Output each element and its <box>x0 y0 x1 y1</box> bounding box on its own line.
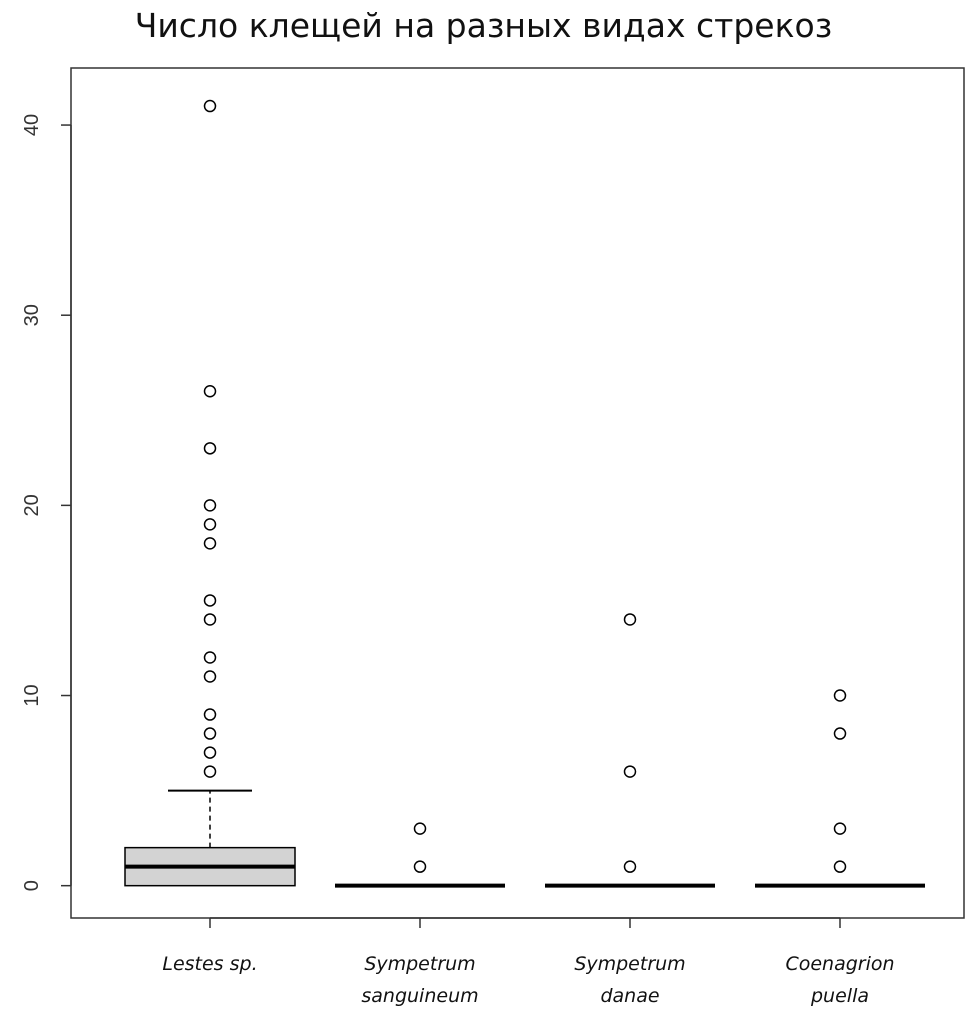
y-tick-label: 20 <box>21 494 43 516</box>
outlier-point <box>203 518 217 531</box>
box-group <box>545 613 715 888</box>
box-group <box>755 689 925 888</box>
outlier-point <box>203 594 217 607</box>
box-group <box>124 99 296 887</box>
outlier-point <box>623 765 637 778</box>
outlier-point <box>203 708 217 721</box>
x-axis: Lestes sp. Sympetrum sanguineum Sympetrum da… <box>162 917 895 1007</box>
y-tick-label: 10 <box>21 684 43 706</box>
x-tick-label: Coenagrion <box>785 953 894 975</box>
chart-title: Число клещей на разных видах стрекоз <box>134 6 833 45</box>
outlier-point <box>203 99 217 113</box>
outlier-point <box>203 651 217 664</box>
x-tick-label: Lestes sp. <box>162 953 257 975</box>
outlier-point <box>203 385 217 398</box>
outlier-point <box>203 537 217 550</box>
x-tick-label: puella <box>810 985 869 1007</box>
y-axis: 0 10 20 30 40 <box>21 114 72 891</box>
boxes-layer <box>124 99 925 888</box>
y-tick-label: 0 <box>21 880 43 891</box>
x-tick-label: danae <box>600 985 659 1007</box>
outlier-point <box>413 860 427 873</box>
outlier-point <box>203 499 217 512</box>
box-group <box>335 822 505 888</box>
outlier-point <box>623 860 637 873</box>
outlier-point <box>833 860 847 873</box>
outlier-point <box>623 613 637 626</box>
x-tick-label: Sympetrum <box>364 953 475 975</box>
outlier-point <box>833 727 847 740</box>
y-tick-label: 40 <box>21 114 43 136</box>
outlier-point <box>413 822 427 835</box>
outlier-point <box>833 689 847 702</box>
y-tick-label: 30 <box>21 304 43 326</box>
outlier-point <box>203 442 217 455</box>
x-tick-label: sanguineum <box>361 985 478 1007</box>
outlier-point <box>203 765 217 778</box>
outlier-point <box>203 613 217 626</box>
outlier-point <box>203 727 217 740</box>
outlier-point <box>203 670 217 683</box>
outlier-point <box>833 822 847 835</box>
outlier-point <box>203 746 217 759</box>
x-tick-label: Sympetrum <box>574 953 685 975</box>
